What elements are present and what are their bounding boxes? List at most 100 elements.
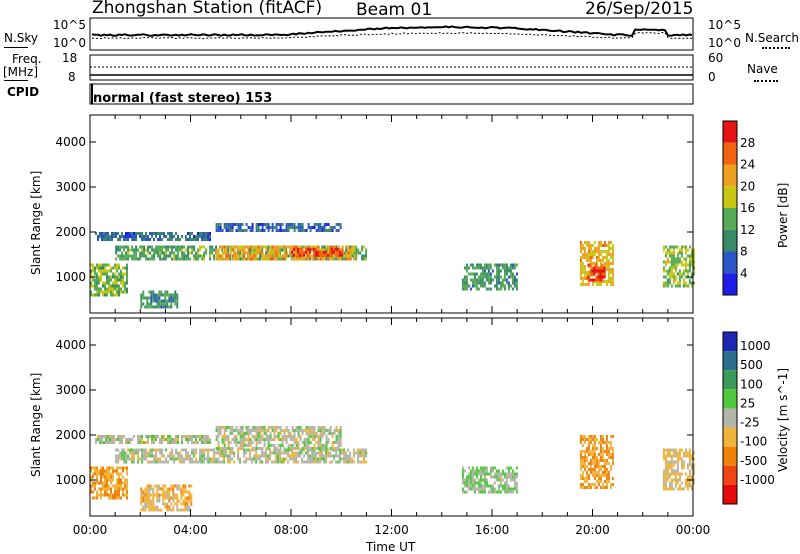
power-cell [265, 254, 268, 258]
velocity-cell [149, 460, 152, 464]
power-cell [583, 250, 586, 253]
velocity-cell [106, 481, 108, 485]
power-cell [335, 229, 338, 232]
velocity-cbar-swatch [723, 484, 737, 504]
power-cell [110, 275, 112, 279]
power-cell [99, 232, 101, 235]
power-cell [162, 299, 165, 303]
power-cell [157, 251, 160, 255]
velocity-cell [175, 457, 178, 461]
velocity-cell [155, 457, 158, 461]
velocity-cell [591, 462, 594, 465]
power-cell [165, 251, 168, 255]
velocity-cell [124, 487, 126, 491]
velocity-cell [357, 451, 360, 455]
power-cell [96, 293, 98, 297]
velocity-cell [676, 487, 679, 491]
velocity-cell [335, 447, 338, 450]
velocity-cell [680, 457, 683, 461]
power-cell [111, 238, 113, 241]
power-cell [295, 254, 298, 258]
power-cell [511, 281, 514, 285]
power-cell [209, 257, 212, 261]
power-cell [121, 232, 123, 235]
power-cell [499, 263, 502, 267]
velocity-cell [515, 475, 518, 479]
velocity-cell [141, 435, 143, 438]
velocity-cell [313, 447, 316, 450]
power-cell [92, 263, 94, 267]
power-cell [161, 248, 164, 252]
velocity-cell [275, 429, 278, 432]
velocity-cell [179, 454, 182, 458]
velocity-cell [165, 438, 167, 441]
power-cell [162, 305, 165, 309]
velocity-cell [471, 466, 474, 470]
velocity-cell [179, 460, 182, 464]
power-cell [235, 257, 238, 261]
velocity-cell [182, 508, 185, 512]
velocity-cell [603, 486, 606, 489]
velocity-cell [674, 448, 677, 452]
velocity-cell [267, 441, 270, 444]
velocity-cell [168, 490, 171, 494]
velocity-cell [199, 454, 202, 458]
velocity-cell [273, 451, 276, 455]
velocity-cell [143, 448, 146, 452]
power-cell [118, 263, 120, 267]
power-cell [221, 251, 224, 255]
power-cell [670, 275, 673, 279]
power-cell [193, 254, 196, 258]
velocity-cell [597, 462, 600, 465]
velocity-cell [291, 429, 294, 432]
power-cell [684, 248, 687, 252]
velocity-cell [195, 448, 198, 452]
velocity-cell [365, 451, 368, 455]
power-cell [597, 253, 600, 256]
velocity-cell [90, 466, 92, 470]
power-cell [163, 232, 165, 235]
velocity-cell [139, 457, 142, 461]
velocity-cell [190, 502, 193, 506]
velocity-cell [688, 472, 691, 476]
power-cell [241, 251, 244, 255]
velocity-cell [169, 454, 172, 458]
power-cell [477, 275, 480, 279]
velocity-cell [186, 499, 189, 503]
power-cell [690, 248, 693, 252]
freq-tick-top: 18 [62, 51, 78, 65]
velocity-cell [605, 450, 608, 453]
power-cell [672, 254, 675, 258]
power-cbar-swatch [723, 142, 737, 165]
velocity-cell [313, 457, 316, 461]
power-cell [119, 248, 122, 252]
power-cell [225, 223, 228, 226]
velocity-cell [209, 457, 212, 461]
power-cell [223, 251, 226, 255]
velocity-cell [511, 472, 514, 476]
power-cell [587, 241, 590, 244]
velocity-cell [217, 432, 220, 435]
velocity-cell [253, 429, 256, 432]
velocity-cell [595, 456, 598, 459]
power-cell [102, 269, 104, 273]
power-cell [327, 251, 330, 255]
power-cell [481, 266, 484, 270]
velocity-cell [247, 438, 250, 441]
power-cell [114, 275, 116, 279]
power-region [461, 263, 518, 291]
power-cell [593, 247, 596, 250]
velocity-cell [315, 441, 318, 444]
velocity-cell [317, 460, 320, 464]
velocity-cell [180, 496, 183, 500]
power-cell [153, 251, 156, 255]
power-cell [173, 257, 176, 261]
power-cell [327, 248, 330, 252]
power-cell [489, 278, 492, 282]
velocity-cell [223, 460, 226, 464]
power-cell [153, 254, 156, 258]
power-cell [686, 272, 689, 276]
velocity-cell [666, 448, 669, 452]
power-cell [150, 296, 153, 300]
